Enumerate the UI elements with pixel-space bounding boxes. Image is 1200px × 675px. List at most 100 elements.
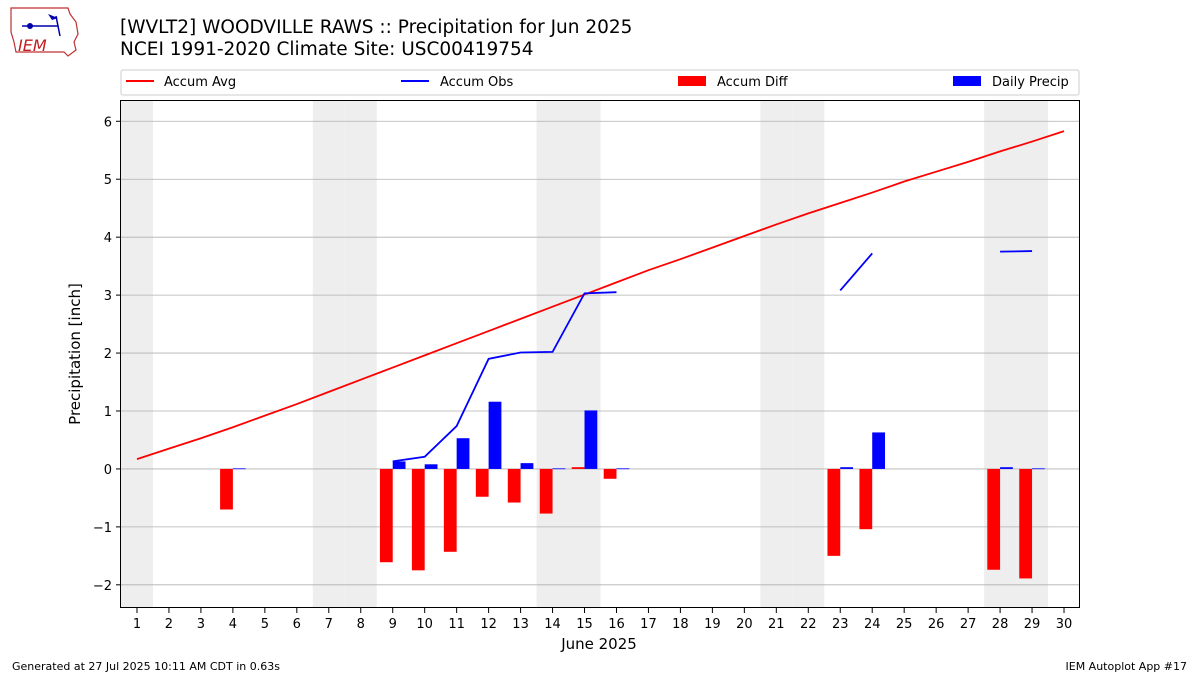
y-axis: −2 −1 0 1 2 3 4 5 6 — [93, 115, 121, 594]
iem-logo-text: IEM — [18, 36, 47, 55]
legend: Accum Avg Accum Obs Accum Diff Daily Pre… — [120, 69, 1080, 96]
accum-diff-bar-day-23 — [827, 468, 841, 556]
y-tick-label-6: 4 — [104, 231, 112, 246]
plot-frame — [120, 100, 1080, 608]
weekend-shade-day-15 — [568, 101, 601, 608]
x-tick-label-25: 26 — [928, 617, 945, 632]
accum-obs-line-segment-2 — [1000, 250, 1033, 253]
x-tick-label-10: 11 — [448, 617, 465, 632]
daily-precip-bar-day-10 — [424, 464, 438, 469]
y-tick-label-7: 5 — [104, 173, 112, 188]
daily-precip-bar-day-14 — [552, 468, 566, 470]
y-tick-label-2: 0 — [104, 463, 112, 478]
iem-logo: IEM — [8, 6, 80, 58]
x-axis-label: June 2025 — [560, 635, 637, 653]
daily-precip-bar-day-12 — [488, 401, 502, 469]
x-tick-label-15: 16 — [608, 617, 625, 632]
gridlines — [121, 120, 1080, 586]
chart-title: [WVLT2] WOODVILLE RAWS :: Precipitation … — [120, 17, 633, 38]
y-tick-label-5: 3 — [104, 289, 112, 304]
app-label: IEM Autoplot App #17 — [1065, 660, 1188, 673]
x-tick-label-29: 30 — [1056, 617, 1073, 632]
x-tick-label-26: 27 — [960, 617, 977, 632]
accum-diff-bar-day-9 — [379, 468, 393, 563]
daily-precip-bar-day-24 — [872, 432, 886, 469]
x-tick-label-17: 18 — [672, 617, 689, 632]
legend-swatch-accum-diff — [678, 76, 706, 86]
daily-precip-bar-day-11 — [456, 438, 470, 469]
x-tick-label-13: 14 — [544, 617, 561, 632]
accum-diff-bar-day-12 — [475, 468, 489, 497]
daily-precip-bar-day-29 — [1032, 468, 1045, 470]
weekend-shade-day-22 — [792, 101, 825, 608]
x-tick-label-11: 12 — [480, 617, 497, 632]
x-axis: 1 2 3 4 5 6 7 8 9 10 11 12 13 14 15 16 17 18 19 20 21 22 23 24 2… — [133, 608, 1072, 632]
accum-diff-bar-day-16 — [603, 468, 617, 479]
x-tick-label-14: 15 — [576, 617, 593, 632]
daily-precip-bar-day-23 — [840, 467, 854, 469]
accum-diff-bar-day-11 — [443, 468, 457, 552]
daily-precip-bar-day-13 — [520, 463, 534, 469]
y-tick-label-3: 1 — [104, 405, 112, 420]
generated-timestamp: Generated at 27 Jul 2025 10:11 AM CDT in… — [12, 660, 280, 673]
iem-logo-graphic: IEM — [10, 7, 79, 57]
accum-diff-bar-day-4 — [220, 468, 233, 510]
x-tick-label-22: 23 — [832, 617, 849, 632]
daily-precip-bar-day-16 — [616, 468, 630, 470]
y-tick-label-4: 2 — [104, 347, 112, 362]
x-tick-label-4: 5 — [261, 617, 269, 632]
y-tick-label-8: 6 — [104, 115, 112, 130]
weekend-shading — [121, 101, 1049, 608]
legend-label-daily-precip: Daily Precip — [992, 75, 1069, 90]
chart-subtitle: NCEI 1991-2020 Climate Site: USC00419754 — [120, 39, 534, 60]
weekend-shade-day-21 — [760, 101, 793, 608]
x-tick-label-6: 7 — [325, 617, 333, 632]
accum-obs-line-segment-0 — [392, 291, 617, 463]
y-axis-label: Precipitation [inch] — [66, 283, 84, 425]
legend-label-accum-diff: Accum Diff — [717, 75, 789, 90]
x-tick-label-5: 6 — [293, 617, 301, 632]
accum-diff-bar-day-13 — [507, 468, 521, 503]
daily-precip-bar-day-9 — [392, 461, 406, 469]
y-tick-label-1: −1 — [93, 521, 112, 536]
x-tick-label-20: 21 — [768, 617, 785, 632]
legend-box — [120, 69, 1080, 96]
x-tick-label-2: 3 — [197, 617, 205, 632]
weekend-shade-day-1 — [121, 101, 153, 608]
accum-diff-bar-day-15 — [571, 467, 585, 469]
x-tick-label-24: 25 — [896, 617, 913, 632]
legend-swatch-daily-precip — [953, 76, 981, 86]
weekend-shade-day-14 — [536, 101, 569, 608]
legend-label-accum-obs: Accum Obs — [440, 75, 513, 90]
accum-obs-line-segment-1 — [839, 252, 873, 292]
x-tick-label-9: 10 — [416, 617, 433, 632]
accum-diff-bar-day-14 — [539, 468, 553, 514]
x-tick-label-8: 9 — [389, 617, 397, 632]
x-tick-label-0: 1 — [133, 617, 141, 632]
x-tick-label-23: 24 — [864, 617, 881, 632]
accum-avg-line — [136, 130, 1065, 460]
bars — [220, 401, 1045, 579]
accum-diff-bar-day-10 — [411, 468, 425, 571]
x-tick-label-28: 29 — [1024, 617, 1041, 632]
accum-diff-bar-day-28 — [987, 468, 1001, 570]
accum-diff-bar-day-24 — [859, 468, 873, 530]
accum-diff-bar-day-29 — [1019, 468, 1033, 579]
legend-label-accum-avg: Accum Avg — [164, 75, 236, 90]
weekend-shade-day-8 — [344, 101, 377, 608]
x-tick-label-1: 2 — [165, 617, 173, 632]
x-tick-label-18: 19 — [704, 617, 721, 632]
daily-precip-bar-day-28 — [1000, 467, 1013, 469]
x-tick-label-3: 4 — [229, 617, 237, 632]
x-tick-label-19: 20 — [736, 617, 753, 632]
x-tick-label-12: 13 — [512, 617, 529, 632]
x-tick-label-27: 28 — [992, 617, 1009, 632]
x-tick-label-16: 17 — [640, 617, 657, 632]
y-tick-label-0: −2 — [93, 579, 112, 594]
x-tick-label-21: 22 — [800, 617, 817, 632]
x-tick-label-7: 8 — [357, 617, 365, 632]
daily-precip-bar-day-4 — [232, 468, 246, 470]
weekend-shade-day-7 — [312, 101, 345, 608]
daily-precip-bar-day-15 — [584, 410, 598, 469]
